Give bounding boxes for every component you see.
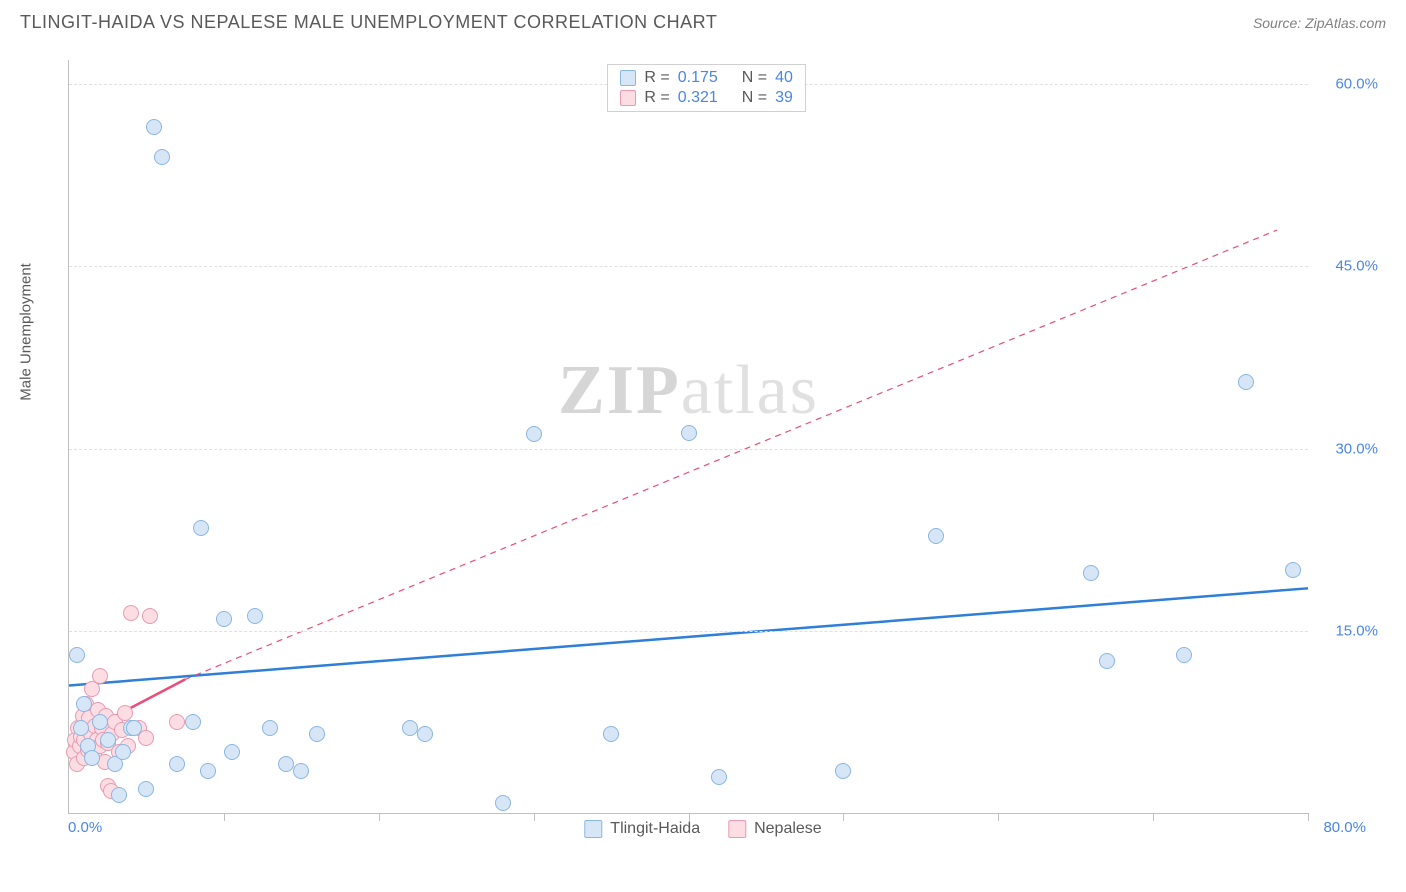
data-point xyxy=(154,149,170,165)
data-point xyxy=(185,714,201,730)
data-point xyxy=(1083,565,1099,581)
data-point xyxy=(309,726,325,742)
data-point xyxy=(169,714,185,730)
data-point xyxy=(123,605,139,621)
data-point xyxy=(526,426,542,442)
x-tick xyxy=(534,813,535,821)
data-point xyxy=(681,425,697,441)
x-tick xyxy=(1153,813,1154,821)
data-point xyxy=(92,668,108,684)
gridline-h xyxy=(69,449,1308,450)
data-point xyxy=(69,647,85,663)
x-tick xyxy=(1308,813,1309,821)
chart-title: TLINGIT-HAIDA VS NEPALESE MALE UNEMPLOYM… xyxy=(20,12,717,33)
data-point xyxy=(92,714,108,730)
legend-label-tlingit: Tlingit-Haida xyxy=(610,820,700,838)
data-point xyxy=(495,795,511,811)
data-point xyxy=(603,726,619,742)
trend-line-extrapolated xyxy=(185,230,1277,679)
data-point xyxy=(146,119,162,135)
legend-item-tlingit: Tlingit-Haida xyxy=(584,820,700,838)
y-axis-label: Male Unemployment xyxy=(18,263,35,401)
data-point xyxy=(115,744,131,760)
legend-top-swatch-1 xyxy=(620,90,636,106)
data-point xyxy=(111,787,127,803)
data-point xyxy=(293,763,309,779)
data-point xyxy=(169,756,185,772)
chart-container: Male Unemployment ZIPatlas 15.0%30.0%45.… xyxy=(20,50,1386,872)
data-point xyxy=(928,528,944,544)
data-point xyxy=(193,520,209,536)
y-tick-label: 45.0% xyxy=(1318,258,1378,275)
data-point xyxy=(142,608,158,624)
data-point xyxy=(84,750,100,766)
data-point xyxy=(1099,653,1115,669)
data-point xyxy=(224,744,240,760)
data-point xyxy=(402,720,418,736)
data-point xyxy=(247,608,263,624)
legend-swatch-nepalese xyxy=(728,820,746,838)
legend-label-nepalese: Nepalese xyxy=(754,820,822,838)
x-tick xyxy=(998,813,999,821)
x-tick xyxy=(843,813,844,821)
data-point xyxy=(138,781,154,797)
data-point xyxy=(835,763,851,779)
x-tick xyxy=(379,813,380,821)
data-point xyxy=(1285,562,1301,578)
data-point xyxy=(216,611,232,627)
y-tick-label: 30.0% xyxy=(1318,440,1378,457)
x-tick xyxy=(224,813,225,821)
legend-top-row-0: R = 0.175 N = 40 xyxy=(620,68,793,88)
data-point xyxy=(200,763,216,779)
data-point xyxy=(73,720,89,736)
trend-line xyxy=(69,588,1308,685)
legend-swatch-tlingit xyxy=(584,820,602,838)
data-point xyxy=(1238,374,1254,390)
data-point xyxy=(262,720,278,736)
data-point xyxy=(711,769,727,785)
data-point xyxy=(100,732,116,748)
gridline-h xyxy=(69,266,1308,267)
data-point xyxy=(126,720,142,736)
legend-top-stats: R = 0.175 N = 40 R = 0.321 N = 39 xyxy=(607,64,806,112)
data-point xyxy=(417,726,433,742)
x-max-label: 80.0% xyxy=(1323,819,1366,836)
scatter-plot-area: ZIPatlas 15.0%30.0%45.0%60.0% xyxy=(68,60,1308,814)
legend-bottom: Tlingit-Haida Nepalese xyxy=(584,820,821,838)
data-point xyxy=(1176,647,1192,663)
data-point xyxy=(278,756,294,772)
data-point xyxy=(76,696,92,712)
x-origin-label: 0.0% xyxy=(68,819,102,836)
legend-top-row-1: R = 0.321 N = 39 xyxy=(620,88,793,108)
y-tick-label: 15.0% xyxy=(1318,622,1378,639)
legend-top-swatch-0 xyxy=(620,70,636,86)
legend-item-nepalese: Nepalese xyxy=(728,820,822,838)
y-tick-label: 60.0% xyxy=(1318,76,1378,93)
chart-header: TLINGIT-HAIDA VS NEPALESE MALE UNEMPLOYM… xyxy=(0,0,1406,41)
source-attribution: Source: ZipAtlas.com xyxy=(1253,15,1386,31)
gridline-h xyxy=(69,631,1308,632)
